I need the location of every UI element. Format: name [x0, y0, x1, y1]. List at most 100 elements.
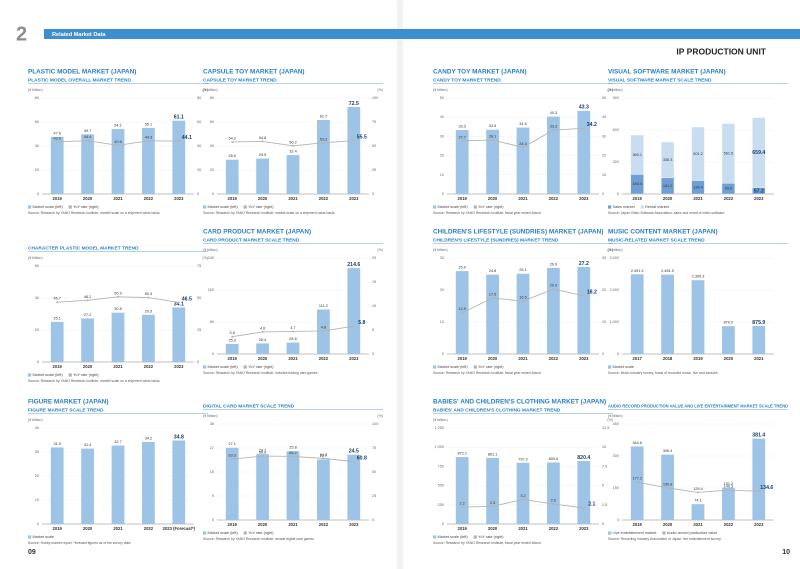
y2-tick-label: 25: [372, 494, 376, 498]
data-label: 111.2: [319, 304, 328, 308]
source-note: Source: Research by YANO Research Instit…: [28, 379, 160, 383]
chart-title: PLASTIC MODEL OVERALL MARKET TREND: [28, 77, 131, 83]
bar: [317, 119, 330, 194]
y-tick-label: 40: [35, 296, 39, 300]
bar: [455, 457, 469, 524]
line-marker: [56, 301, 59, 304]
bar-segment: [630, 134, 644, 175]
legend-swatch: [203, 205, 207, 209]
data-label: 2.2: [460, 502, 465, 506]
y-tick-label: 900: [613, 96, 619, 100]
source-note: Source: Hobby market report; *forecast f…: [28, 541, 131, 545]
data-label: 43.3: [579, 105, 589, 111]
chart-title: CAPSULE TOY MARKET TREND: [203, 77, 277, 83]
y2-tick-label: 0: [602, 522, 604, 526]
x-tick-label: 2020: [488, 196, 498, 201]
source-note: Source: Research by YANO Research Instit…: [433, 371, 542, 375]
source-note: Source: Research by YANO Research Instit…: [28, 211, 160, 215]
x-tick-label: 2022: [549, 526, 559, 531]
x-tick-label: 2023: [579, 196, 589, 201]
x-tick-label: 2019: [458, 356, 468, 361]
section-heading: PLASTIC MODEL MARKET (JAPAN): [28, 69, 136, 76]
y2-tick-label: 25: [372, 168, 376, 172]
y2-axis-label: (%): [377, 414, 383, 418]
y2-tick-label: 0: [372, 192, 374, 196]
x-tick-label: 2020: [83, 196, 93, 201]
data-label: 55.1: [145, 122, 152, 126]
y-tick-label: 240: [208, 256, 214, 260]
section-heading: MUSIC CONTENT MARKET (JAPAN): [608, 229, 718, 236]
bar: [81, 448, 94, 524]
bar: [225, 447, 239, 520]
y-tick-label: 750: [438, 464, 444, 468]
legend-swatch: [640, 205, 644, 209]
x-tick-label: 2021: [518, 356, 528, 361]
y-tick-label: 20: [440, 154, 444, 158]
bar: [142, 127, 155, 194]
data-label: 25.1: [54, 316, 61, 320]
bar: [547, 462, 560, 524]
legend-swatch: [473, 205, 477, 209]
bar: [691, 504, 705, 520]
chart-title: MUSIC-RELATED MARKET SCALE TREND: [608, 237, 705, 243]
line-marker: [322, 457, 325, 460]
legend-swatch: [243, 365, 247, 369]
y-axis-label: (¥ billion): [433, 418, 448, 422]
source-note: Source: Research by YANO Research Instit…: [433, 541, 542, 545]
bar: [142, 441, 155, 524]
y2-tick-label: 50: [197, 296, 201, 300]
y2-tick-label: 10: [602, 320, 606, 324]
source-note: Source: Music industry survey; totals of…: [608, 371, 719, 375]
bar: [286, 451, 300, 520]
y-tick-label: 0: [37, 360, 39, 364]
x-tick-label: 2022: [319, 356, 329, 361]
y-axis-label: (¥ billion): [433, 248, 448, 252]
section-heading: CHILDREN'S LIFESTYLE (SUNDRIES) MARKET (…: [433, 229, 603, 236]
bar: [577, 266, 591, 354]
bar: [752, 438, 766, 520]
data-label: 64.2: [320, 453, 327, 457]
x-tick-label: 2020: [258, 196, 268, 201]
data-label: 151.2: [724, 482, 734, 486]
y-tick-label: 2,000: [609, 288, 619, 292]
y2-tick-label: 30: [602, 134, 606, 138]
y-tick-label: 60: [210, 120, 214, 124]
data-label: 66.6: [259, 451, 266, 455]
chart-title: FIGURE MARKET SCALE TREND: [28, 407, 104, 413]
bar: [547, 267, 560, 354]
y2-tick-label: 100: [372, 96, 378, 100]
x-tick-label: 2019: [458, 196, 468, 201]
y2-tick-label: 80: [197, 96, 201, 100]
data-label: 369.1: [632, 153, 642, 157]
bar: [50, 136, 64, 194]
x-tick-label: 2020: [724, 356, 734, 361]
bar: [50, 321, 64, 362]
legend-label: Market scale (left): [208, 365, 239, 369]
data-label: 54.2: [229, 136, 236, 140]
y-tick-label: 3,000: [609, 256, 619, 260]
line-marker: [522, 146, 524, 149]
bar: [347, 107, 361, 194]
y-tick-label: 20: [35, 168, 39, 172]
y2-tick-label: 20: [372, 256, 376, 260]
legend-swatch: [608, 365, 612, 369]
y-tick-label: 80: [210, 320, 214, 324]
bar: [317, 459, 330, 520]
data-label: 33.3: [459, 125, 466, 129]
line-marker: [292, 455, 294, 458]
x-tick-label: 2019: [53, 364, 63, 369]
x-tick-label: 2020: [83, 526, 93, 531]
y2-tick-label: 10: [602, 445, 606, 449]
line-marker: [177, 301, 180, 304]
line-marker: [352, 139, 355, 142]
x-tick-label: 2021: [113, 364, 123, 369]
legend-label: YoY rate (right): [248, 365, 274, 369]
legend-swatch: [433, 535, 437, 539]
x-tick-label: 2022: [319, 522, 329, 527]
source-note: Source: Research by YANO Research Instit…: [203, 537, 315, 541]
data-label: 872.1: [457, 452, 467, 456]
x-tick-label: 2020: [83, 364, 93, 369]
chart-title: CHARACTER PLASTIC MODEL MARKET TREND: [28, 245, 139, 251]
y-axis-label: (¥ billion): [28, 88, 43, 92]
x-tick-label: 2023: [174, 364, 184, 369]
